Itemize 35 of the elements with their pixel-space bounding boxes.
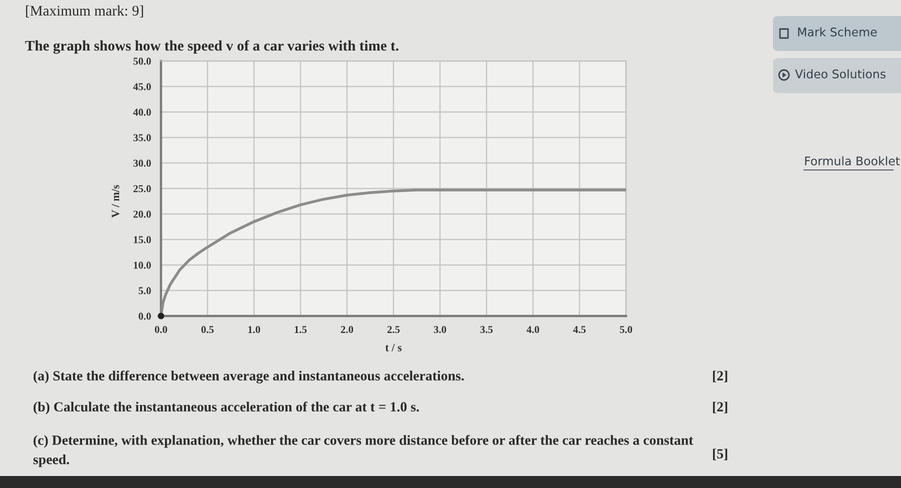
y-tick-label: 0.0: [138, 312, 151, 320]
x-tick-label: 1.0: [248, 326, 260, 334]
y-tick-label: 45.0: [133, 83, 151, 90]
x-tick-label: 2.5: [387, 326, 400, 334]
x-tick-label: 4.0: [526, 326, 540, 334]
x-tick-label: 3.0: [434, 326, 446, 334]
x-tick-label: 0.0: [154, 326, 168, 334]
x-axis-title: t / s: [385, 344, 402, 352]
text: [2]: [713, 370, 728, 382]
x-tick-label: 3.5: [480, 326, 493, 334]
text: [5]: [713, 448, 728, 460]
text: Formula Booklet: [805, 156, 900, 166]
y-tick-label: 20.0: [133, 210, 151, 218]
x-tick-label: 2.0: [340, 326, 354, 334]
y-tick-label: 40.0: [133, 108, 151, 116]
y-tick-label: 35.0: [133, 134, 151, 142]
y-axis-title: V / m/s: [112, 184, 120, 218]
y-tick-label: 10.0: [134, 262, 151, 269]
text: Video Solutions: [795, 69, 886, 78]
x-tick-label: 4.5: [573, 326, 586, 334]
x-tick-label: 0.5: [201, 326, 214, 334]
text: (a) State the difference between average and instantaneous accelerations.: [34, 370, 464, 384]
y-tick-label: 15.0: [134, 236, 151, 244]
y-tick-label: 25.0: [133, 185, 151, 192]
text: Mark Scheme: [798, 27, 877, 36]
x-tick-label: 5.0: [620, 326, 632, 334]
chart-title: The graph shows how the speed v of a car varies with time t.: [25, 40, 398, 54]
y-tick-label: 50.0: [133, 58, 151, 65]
text: (b) Calculate the instantaneous acceleration of the car at t = 1.0 s.: [34, 402, 419, 414]
y-tick-label: 30.0: [133, 160, 151, 167]
y-tick-label: 5.0: [138, 287, 151, 294]
text: [2]: [713, 402, 728, 414]
text: [Maximum mark: 9]: [26, 5, 143, 18]
text: (c) Determine, with explanation, whether the car covers more distance before or after the car reaches a constant speed.: [33, 434, 694, 468]
x-tick-label: 1.5: [294, 326, 307, 334]
